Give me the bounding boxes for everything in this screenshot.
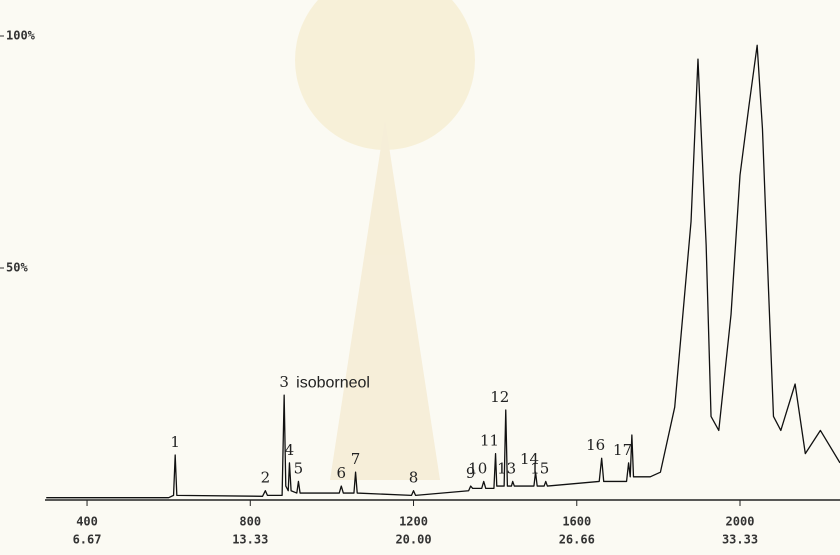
peak-label: 2 <box>261 469 271 487</box>
peak-label: 16 <box>586 436 605 454</box>
peak-label: 12 <box>490 388 509 406</box>
x-time-label: 13.33 <box>232 533 268 547</box>
x-time-label: 33.33 <box>722 533 758 547</box>
peak-label: 6 <box>337 464 347 482</box>
peak-label: 17 <box>613 441 632 459</box>
peak-label: 7 <box>351 450 361 468</box>
peak-label: 4 <box>285 441 295 459</box>
watermark <box>295 0 475 480</box>
x-tick-label: 2000 <box>726 515 755 529</box>
x-tick-label: 1600 <box>562 515 591 529</box>
trace <box>46 44 840 499</box>
peak-name: isoborneol <box>296 374 370 391</box>
x-time-label: 26.66 <box>559 533 595 547</box>
x-time-label: 20.00 <box>395 533 431 547</box>
y-tick-label: 100% <box>6 29 36 43</box>
peak-label: 14 <box>520 450 539 468</box>
x-tick-label: 400 <box>76 515 98 529</box>
peak-label: 1 <box>170 433 180 451</box>
x-tick-label: 1200 <box>399 515 428 529</box>
peak-label: 11 <box>480 432 499 450</box>
y-tick-label: 50% <box>6 261 28 275</box>
peak-label: 5 <box>294 459 304 477</box>
peak-label: 10 <box>468 459 487 477</box>
peak-label: 15 <box>530 459 549 477</box>
peak-label: 9 <box>466 464 476 482</box>
peak-label: 8 <box>409 469 419 487</box>
peak-label: 13 <box>497 459 516 477</box>
peak-label: 3 <box>279 373 289 391</box>
x-time-label: 6.67 <box>73 533 102 547</box>
x-tick-label: 800 <box>239 515 261 529</box>
